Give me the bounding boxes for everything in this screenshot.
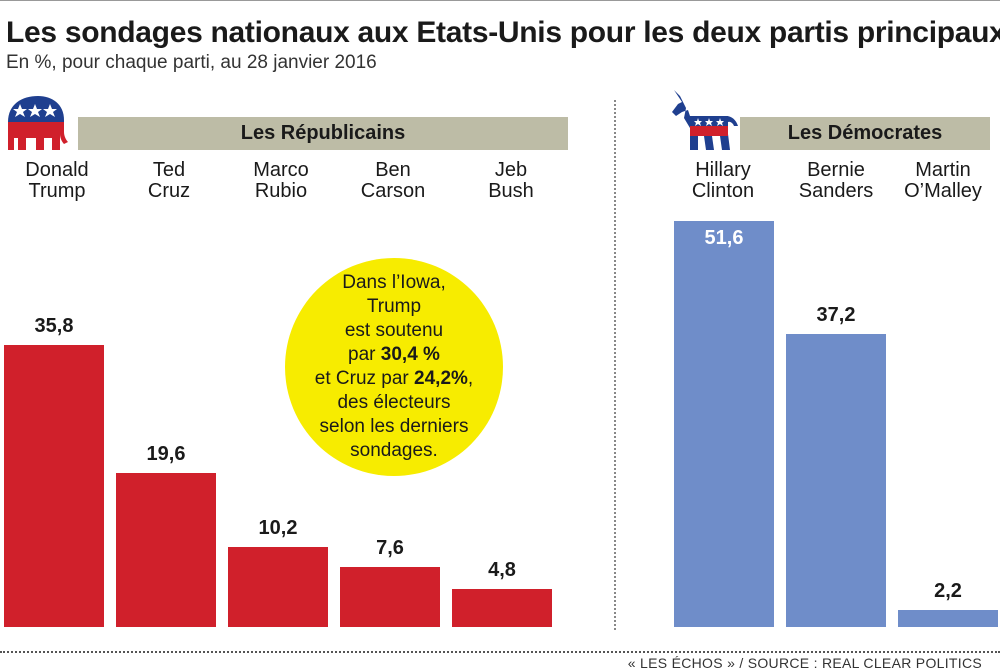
iowa-annotation-bubble: Dans l’Iowa, Trump est soutenu par 30,4 … <box>285 258 503 476</box>
candidate-name: Hillary Clinton <box>668 160 778 202</box>
bar <box>674 220 774 627</box>
republican-elephant-icon <box>8 96 68 150</box>
candidate-name: Donald Trump <box>2 160 112 202</box>
chart-baseline <box>0 651 1000 653</box>
candidate-first-name: Martin <box>915 159 971 181</box>
annotation-line: Trump <box>366 296 422 317</box>
annotation-line: des électeurs <box>337 392 451 413</box>
candidate-name: Bernie Sanders <box>781 160 891 202</box>
bar <box>340 567 440 627</box>
bar-value-label: 37,2 <box>816 304 856 327</box>
bar <box>116 472 216 627</box>
bar-value-label: 7,6 <box>376 537 404 560</box>
candidate-last-name: Carson <box>360 180 426 202</box>
bar <box>898 609 998 627</box>
candidate-first-name: Ted <box>152 159 186 181</box>
republicans-header-label: Les Républicains <box>240 122 406 144</box>
annotation-line: est soutenu <box>344 320 444 341</box>
candidate-last-name: Rubio <box>254 180 308 202</box>
candidate-last-name: O’Malley <box>904 180 982 202</box>
bar <box>786 334 886 627</box>
iowa-annotation-text: Dans l’Iowa, Trump est soutenu par 30,4 … <box>315 271 473 463</box>
bar-value-label: 35,8 <box>34 315 74 338</box>
candidate-first-name: Jeb <box>494 159 528 181</box>
annotation-highlight: 24,2% <box>414 368 468 389</box>
party-divider <box>614 100 616 630</box>
democrats-header: Les Démocrates <box>740 117 990 150</box>
annotation-line: selon les derniers <box>319 416 469 437</box>
candidate-first-name: Marco <box>253 159 309 181</box>
bar <box>452 589 552 627</box>
annotation-highlight: 30,4 % <box>380 344 440 365</box>
candidate-last-name: Clinton <box>691 180 755 202</box>
bar-value-label: 2,2 <box>934 579 962 602</box>
democrat-donkey-icon <box>672 90 738 150</box>
annotation-line: Dans l’Iowa, <box>342 272 446 293</box>
annotation-line: par <box>348 344 381 365</box>
annotation-line: sondages. <box>350 440 438 461</box>
annotation-line: et Cruz par <box>314 368 415 389</box>
candidate-first-name: Donald <box>25 159 89 181</box>
top-rule <box>0 0 1000 1</box>
bar-value-label: 10,2 <box>258 516 298 539</box>
candidate-first-name: Hillary <box>695 159 751 181</box>
candidate-first-name: Ben <box>375 159 411 181</box>
bar <box>228 546 328 627</box>
candidate-last-name: Bush <box>488 180 534 202</box>
candidate-name: Ted Cruz <box>114 160 224 202</box>
bar <box>4 345 104 627</box>
chart-subtitle: En %, pour chaque parti, au 28 janvier 2… <box>6 52 377 73</box>
candidate-name: Jeb Bush <box>456 160 566 202</box>
democrats-header-label: Les Démocrates <box>787 122 943 144</box>
candidate-last-name: Cruz <box>147 180 191 202</box>
candidate-last-name: Sanders <box>798 180 874 202</box>
candidate-name: Marco Rubio <box>226 160 336 202</box>
chart-title: Les sondages nationaux aux Etats-Unis po… <box>6 16 1000 49</box>
annotation-punct: , <box>467 368 474 389</box>
candidate-last-name: Trump <box>28 180 86 202</box>
source-credit: « LES ÉCHOS » / SOURCE : REAL CLEAR POLI… <box>627 655 982 671</box>
candidate-name: Ben Carson <box>338 160 448 202</box>
bar-value-label: 51,6 <box>704 226 744 249</box>
candidate-name: Martin O’Malley <box>888 160 998 202</box>
republicans-header: Les Républicains <box>78 117 568 150</box>
bar-value-label: 4,8 <box>488 559 516 582</box>
candidate-first-name: Bernie <box>807 159 865 181</box>
bar-value-label: 19,6 <box>146 442 186 465</box>
